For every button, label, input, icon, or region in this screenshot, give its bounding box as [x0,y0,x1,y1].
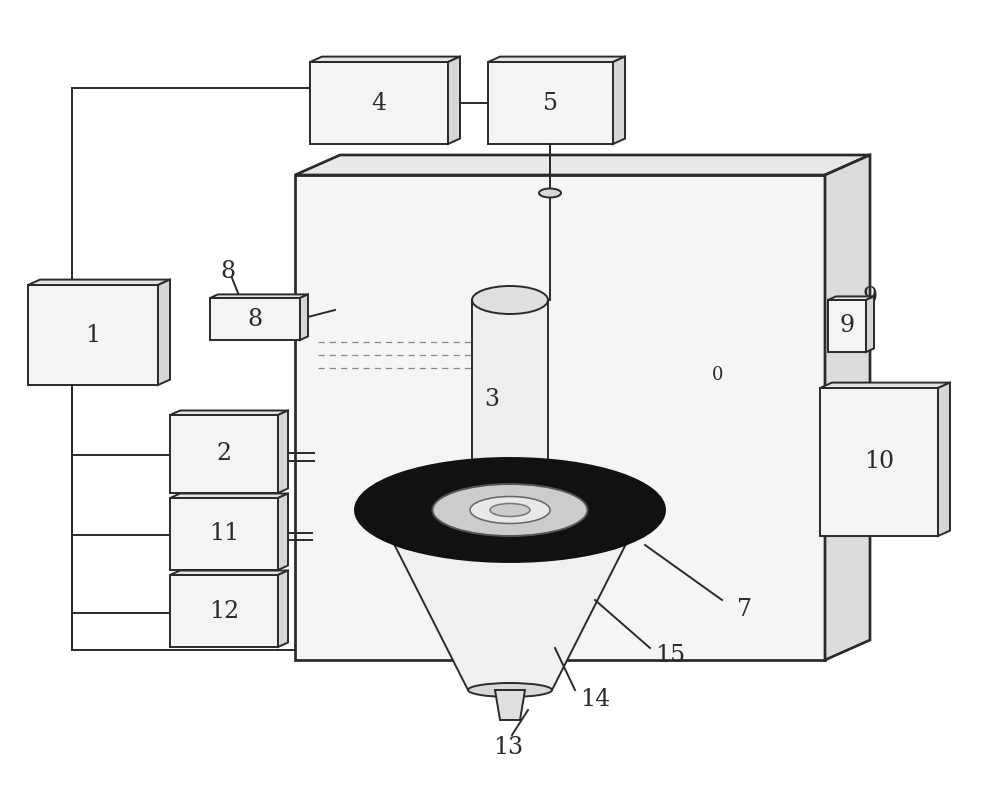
Text: 9: 9 [839,315,855,337]
Polygon shape [170,410,288,415]
Text: 13: 13 [493,736,523,759]
Polygon shape [392,540,628,690]
Text: 12: 12 [209,599,239,622]
Polygon shape [170,415,278,493]
Polygon shape [448,57,460,144]
Polygon shape [828,296,874,300]
Text: 0: 0 [712,366,724,384]
Polygon shape [310,57,460,62]
Polygon shape [210,295,308,298]
Text: 14: 14 [580,689,610,711]
Polygon shape [938,383,950,536]
Text: 15: 15 [655,643,685,666]
Polygon shape [295,155,870,175]
Polygon shape [170,493,288,498]
Polygon shape [825,155,870,660]
Polygon shape [488,57,625,62]
Polygon shape [820,383,950,388]
Polygon shape [472,300,548,490]
Polygon shape [300,295,308,340]
Polygon shape [295,175,825,660]
Text: 7: 7 [737,598,752,622]
Ellipse shape [468,683,552,697]
Text: 3: 3 [484,388,500,412]
Ellipse shape [355,458,665,562]
Text: 10: 10 [864,450,894,473]
Polygon shape [158,280,170,385]
Polygon shape [278,493,288,570]
Ellipse shape [470,497,550,524]
Polygon shape [278,570,288,647]
Polygon shape [28,285,158,385]
Text: 4: 4 [371,91,387,115]
Polygon shape [170,575,278,647]
Polygon shape [820,388,938,536]
Ellipse shape [490,504,530,517]
Polygon shape [828,300,866,352]
Polygon shape [170,570,288,575]
Polygon shape [170,498,278,570]
Polygon shape [495,690,525,720]
Polygon shape [28,280,170,285]
Text: 11: 11 [209,522,239,545]
Ellipse shape [539,188,561,198]
Text: 2: 2 [216,442,232,465]
Text: 5: 5 [543,91,558,115]
Text: 8: 8 [220,260,236,284]
Text: 8: 8 [247,308,263,331]
Polygon shape [210,298,300,340]
Polygon shape [310,62,448,144]
Ellipse shape [472,476,548,504]
Text: 9: 9 [862,287,877,309]
Ellipse shape [472,286,548,314]
Ellipse shape [432,484,588,536]
Ellipse shape [392,522,628,558]
Polygon shape [866,296,874,352]
Polygon shape [613,57,625,144]
Polygon shape [488,62,613,144]
Text: 1: 1 [85,324,101,347]
Polygon shape [278,410,288,493]
